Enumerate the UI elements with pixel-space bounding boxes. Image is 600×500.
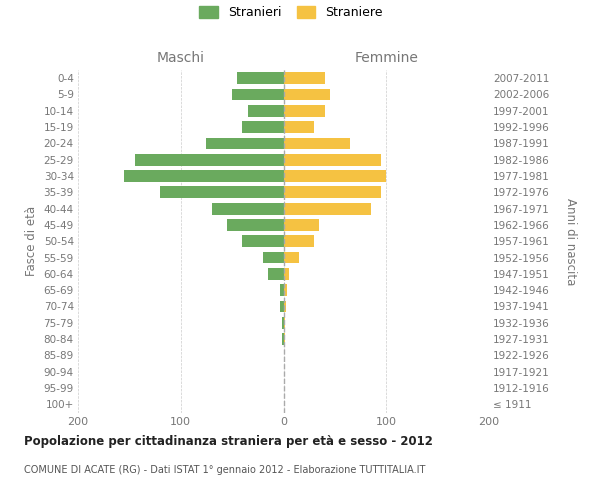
Bar bbox=[268, 268, 284, 280]
Bar bbox=[284, 236, 314, 247]
Bar bbox=[124, 170, 284, 182]
Text: Femmine: Femmine bbox=[355, 51, 418, 65]
Bar bbox=[284, 105, 325, 117]
Text: Maschi: Maschi bbox=[157, 51, 205, 65]
Bar bbox=[284, 219, 319, 231]
Bar bbox=[284, 170, 386, 182]
Bar bbox=[227, 219, 284, 231]
Bar bbox=[284, 138, 350, 149]
Bar bbox=[280, 300, 284, 312]
Bar bbox=[284, 88, 330, 101]
Bar bbox=[284, 252, 299, 264]
Bar bbox=[232, 88, 284, 101]
Bar bbox=[284, 203, 371, 214]
Bar bbox=[284, 284, 287, 296]
Bar bbox=[263, 252, 284, 264]
Bar bbox=[283, 333, 284, 345]
Bar bbox=[284, 154, 381, 166]
Bar bbox=[134, 154, 284, 166]
Bar bbox=[237, 72, 284, 84]
Bar bbox=[283, 317, 284, 328]
Bar bbox=[284, 72, 325, 84]
Bar bbox=[212, 203, 284, 214]
Bar bbox=[242, 121, 284, 133]
Bar bbox=[248, 105, 284, 117]
Legend: Stranieri, Straniere: Stranieri, Straniere bbox=[199, 6, 383, 20]
Bar bbox=[206, 138, 284, 149]
Y-axis label: Anni di nascita: Anni di nascita bbox=[564, 198, 577, 285]
Y-axis label: Fasce di età: Fasce di età bbox=[25, 206, 38, 276]
Text: COMUNE DI ACATE (RG) - Dati ISTAT 1° gennaio 2012 - Elaborazione TUTTITALIA.IT: COMUNE DI ACATE (RG) - Dati ISTAT 1° gen… bbox=[24, 465, 425, 475]
Bar bbox=[280, 284, 284, 296]
Bar bbox=[284, 268, 289, 280]
Bar bbox=[242, 236, 284, 247]
Bar bbox=[284, 121, 314, 133]
Text: Popolazione per cittadinanza straniera per età e sesso - 2012: Popolazione per cittadinanza straniera p… bbox=[24, 435, 433, 448]
Bar bbox=[284, 186, 381, 198]
Bar bbox=[160, 186, 284, 198]
Bar bbox=[284, 300, 286, 312]
